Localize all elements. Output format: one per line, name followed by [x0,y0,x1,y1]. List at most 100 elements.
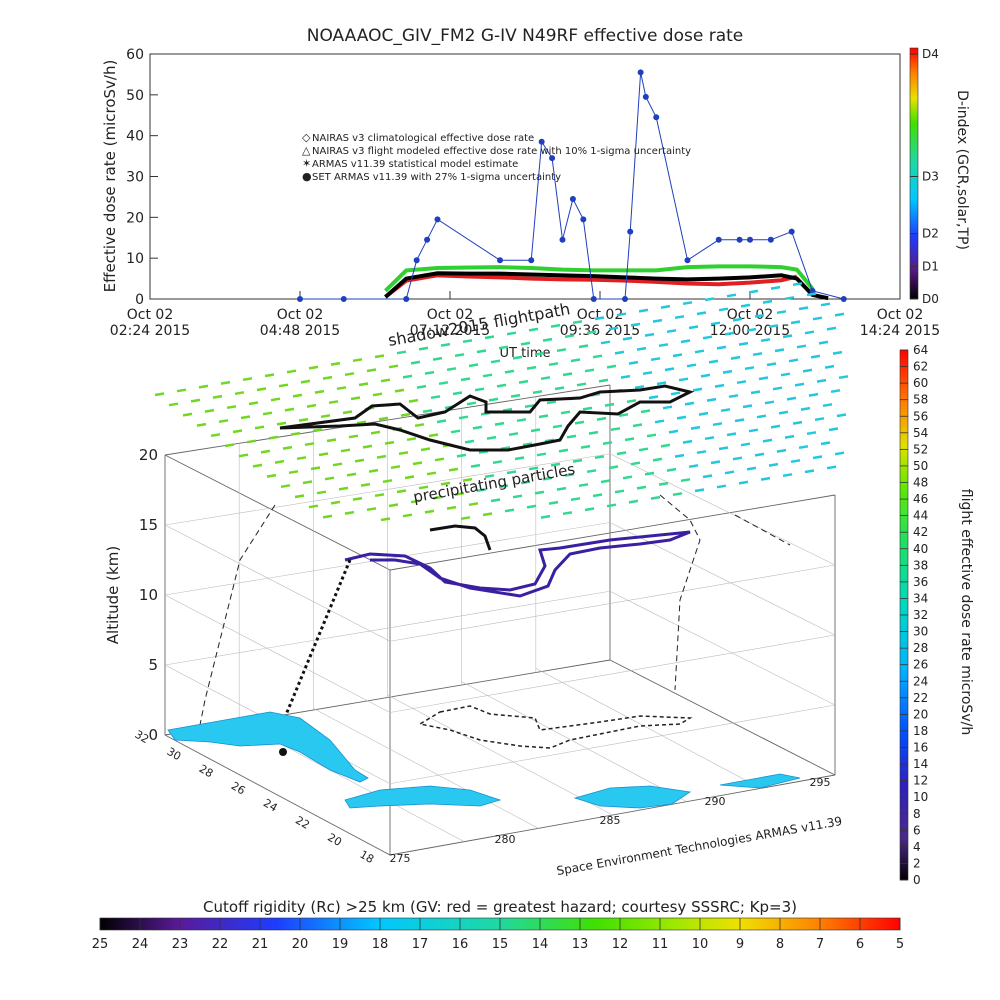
particle-mark [592,354,603,359]
particle-mark [580,444,591,449]
particle-mark [352,358,363,363]
particle-mark [210,433,221,438]
cutoff-colorbar-ticks: 25 24 23 22 21 20 19 18 17 16 15 14 13 12 11 10 9 8 7 6 5 [92,918,904,952]
particle-mark [264,373,275,378]
particle-mark [562,511,573,516]
particle-mark [320,414,331,419]
legend-marker: ◇ [302,131,311,144]
particle-mark [632,423,643,428]
particle-mark [686,363,697,368]
particle-mark [722,369,733,374]
flight-dose-tick-label: 50 [913,459,928,473]
particle-mark [538,414,549,419]
particle-mark [336,386,347,391]
particle-mark [312,428,323,433]
particle-mark [656,381,667,386]
particle-mark [680,478,691,483]
particle-mark [640,409,651,414]
x-tick-time: 14:24 2015 [860,323,940,339]
particle-mark [798,445,809,450]
particle-mark [732,456,743,461]
particle-mark [802,368,813,373]
legend-marker: △ [302,144,311,157]
particle-mark [776,310,787,315]
particle-mark [376,454,387,459]
particle-mark [348,434,359,439]
set-armas-point [538,138,545,145]
d-index-ticks: D0 D1 D2 D3 D4 [910,47,939,306]
particle-mark [804,330,815,335]
particle-mark [836,413,847,418]
cutoff-tick-label: 13 [572,937,589,952]
particle-mark [440,342,451,347]
flight-dose-tick-label: 36 [913,575,928,589]
particle-mark [710,460,721,465]
particle-mark [782,473,793,478]
particle-mark [592,493,603,498]
particle-mark [662,405,673,410]
particle-mark [220,380,231,385]
particle-mark [698,411,709,416]
particle-mark [362,444,373,449]
particle-mark [248,401,259,406]
particle-mark [482,512,493,517]
particle-mark [308,365,319,370]
particle-mark [814,417,825,422]
particle-mark [324,476,335,481]
particle-mark [526,365,537,370]
particle-mark [432,356,443,361]
altitude-tick-label: 10 [139,586,158,604]
longitude-tick-label: 275 [390,852,411,865]
particle-mark [688,464,699,469]
particle-mark [548,362,559,367]
particle-mark [326,438,337,443]
cutoff-tick-label: 9 [736,937,744,952]
particle-mark [730,355,741,360]
particle-mark [692,387,703,392]
flight-dose-tick-label: 16 [913,741,928,755]
particle-mark [372,392,383,397]
particle-mark [534,351,545,356]
particle-mark [584,368,595,373]
particle-mark [506,470,517,475]
particle-mark [410,360,421,365]
altitude-tick-label: 0 [148,726,158,744]
particle-mark [502,407,513,412]
particle-mark [374,354,385,359]
set-armas-point [559,236,566,243]
set-armas-point [413,257,420,264]
x-tick-date: Oct 02 [127,307,173,323]
particle-mark [316,490,327,495]
particle-mark [476,349,487,354]
particle-mark [616,312,627,317]
particle-mark [732,317,743,322]
latitude-tick-label: 32 [132,728,151,746]
particle-mark [306,403,317,408]
particle-mark [370,430,381,435]
particle-mark [728,394,739,399]
particle-mark [384,440,395,445]
particle-mark [472,425,483,430]
flight-dose-tick-label: 34 [913,591,928,605]
particle-mark [716,484,727,489]
particle-mark [674,315,685,320]
grid-line [387,694,613,816]
particle-mark [718,446,729,451]
particle-mark [438,381,449,386]
particle-mark [406,437,417,442]
particle-mark [298,417,309,422]
particle-mark [434,457,445,462]
cutoff-tick-label: 8 [776,937,784,952]
particle-mark [494,421,505,426]
particle-mark [726,293,737,298]
flight-dose-tick-label: 62 [913,360,928,374]
set-armas-point [747,236,753,243]
particle-mark [666,329,677,334]
particle-mark [486,435,497,440]
particle-mark [476,488,487,493]
particle-mark [440,481,451,486]
particle-mark [628,499,639,504]
particle-mark [534,490,545,495]
particle-mark [398,451,409,456]
particle-mark [608,326,619,331]
